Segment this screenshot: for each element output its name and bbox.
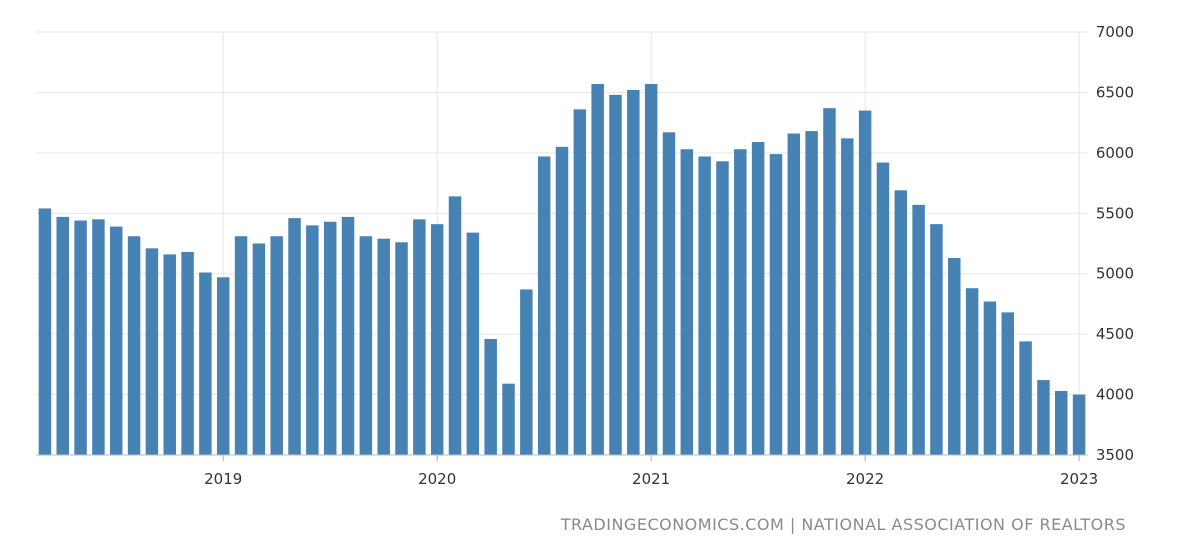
bar [341, 216, 355, 455]
bar [466, 232, 480, 455]
bar [323, 221, 337, 455]
bar [163, 254, 176, 455]
bar [1001, 312, 1014, 455]
x-tick-label: 2022 [846, 470, 884, 488]
bar [698, 156, 711, 456]
bar [448, 196, 462, 455]
bar [502, 383, 515, 455]
y-tick-label: 6000 [1096, 144, 1134, 162]
y-tick-label: 6500 [1096, 83, 1134, 101]
bar [965, 288, 979, 455]
bar [841, 138, 854, 455]
bar [591, 83, 604, 455]
source-credit: TRADINGECONOMICS.COM | NATIONAL ASSOCIAT… [560, 515, 1126, 534]
x-tick-label: 2020 [418, 470, 456, 488]
bar [1072, 394, 1086, 455]
bar [306, 225, 319, 455]
bar [288, 218, 301, 455]
bar [395, 242, 408, 455]
bar [234, 236, 248, 455]
bar [680, 149, 694, 456]
bar [644, 83, 658, 455]
y-tick-label: 3500 [1096, 446, 1134, 464]
bar [377, 238, 390, 455]
bar [520, 289, 533, 455]
bar [430, 224, 444, 455]
x-tick-label: 2021 [632, 470, 670, 488]
bar [74, 220, 87, 455]
bar [894, 190, 908, 455]
bar [1037, 380, 1050, 455]
bar [751, 141, 765, 456]
bar [858, 110, 872, 455]
y-tick-label: 5000 [1096, 265, 1134, 283]
bar [56, 216, 69, 455]
bar [413, 219, 426, 455]
x-tick-label: 2023 [1060, 470, 1098, 488]
bar [1055, 390, 1068, 455]
bar [930, 224, 943, 455]
bar [983, 301, 997, 455]
y-tick-label: 4500 [1096, 325, 1134, 343]
bar [270, 236, 283, 455]
bar [573, 109, 587, 455]
bar [787, 133, 801, 455]
bar [609, 94, 622, 455]
bar [537, 156, 551, 456]
bar [734, 149, 747, 456]
bar [252, 243, 266, 455]
bar [181, 251, 194, 455]
bar [1019, 341, 1032, 455]
bar [662, 132, 676, 455]
bar [876, 162, 890, 455]
x-tick-label: 2019 [204, 470, 242, 488]
y-tick-label: 5500 [1096, 204, 1134, 222]
bar [199, 272, 212, 455]
bar [216, 277, 230, 455]
axes: 3500 4000 4500 5000 5500 6000 6500 7000 2019 2020… [36, 23, 1134, 488]
bar [110, 226, 123, 455]
bar [555, 146, 569, 455]
y-tick-label: 4000 [1096, 386, 1134, 404]
y-tick-label: 7000 [1096, 23, 1134, 41]
bar [769, 154, 783, 455]
bar [92, 219, 105, 455]
bar [823, 108, 836, 455]
bars [38, 83, 1086, 456]
bar [716, 161, 729, 455]
bar [627, 90, 640, 455]
bar [912, 204, 925, 455]
bar [127, 236, 141, 455]
bar [359, 236, 373, 455]
bar [948, 258, 961, 455]
bar [805, 131, 818, 455]
bar [38, 208, 52, 455]
bar [484, 338, 497, 455]
bar [145, 248, 159, 455]
